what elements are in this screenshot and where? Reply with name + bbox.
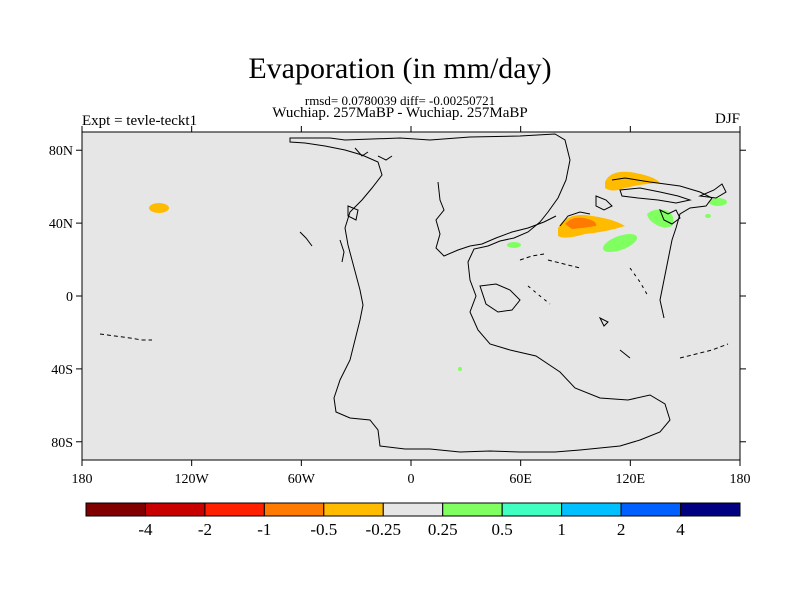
lat-tick-label: 40S [51, 363, 73, 378]
colorbar-label: -1 [257, 520, 271, 539]
lon-tick-label: 120E [616, 472, 646, 487]
coastline-segment [354, 147, 369, 157]
lat-tick-label: 80S [51, 436, 73, 451]
colorbar-label: -4 [138, 520, 153, 539]
colorbar-swatch [501, 502, 563, 517]
coastline-segment [547, 259, 581, 269]
anomaly-region [602, 233, 638, 253]
lon-tick-label: 180 [72, 472, 93, 487]
comparison-subtitle: Wuchiap. 257MaBP - Wuchiap. 257MaBP [272, 105, 528, 121]
colorbar-label: 0.25 [428, 520, 458, 539]
anomaly-region [709, 198, 727, 206]
lon-tick-label: 120W [175, 472, 210, 487]
coastline-segment [559, 211, 591, 227]
colorbar-swatch [85, 502, 146, 517]
colorbar-swatch [204, 502, 265, 517]
lat-tick-label: 40N [49, 217, 73, 232]
colorbar-swatch [561, 502, 622, 517]
experiment-label: Expt = tevle-teckt1 [82, 113, 198, 129]
coastline-segment [347, 205, 359, 221]
latitude-axis: 80N 40N 0 40S 80S [49, 144, 746, 451]
longitude-axis: 180 120W 60W 0 60E 120E 180 [72, 126, 751, 487]
anomaly-region [565, 217, 597, 229]
lon-tick-label: 60W [288, 472, 316, 487]
anomaly-region [458, 367, 462, 371]
pangaea-coastline [289, 133, 671, 453]
colorbar-swatch [620, 502, 682, 517]
colorbar-label: 1 [557, 520, 566, 539]
colorbar-label: 2 [617, 520, 626, 539]
coastline-segment [598, 316, 609, 327]
colorbar-swatch [382, 502, 444, 517]
coastline-segment [619, 349, 631, 359]
coastline-segment [611, 177, 713, 319]
coastline-segment [659, 208, 681, 225]
colorbar-label: 0.5 [492, 520, 513, 539]
lon-tick-label: 180 [730, 472, 751, 487]
colorbar-label: -2 [198, 520, 212, 539]
stats-subtitle: rmsd= 0.0780039 diff= -0.00250721 [304, 93, 496, 108]
map-title: Evaporation (in mm/day) [248, 52, 552, 85]
anomaly-region [647, 209, 674, 228]
colorbar-swatch [442, 502, 503, 517]
coastline-segment [679, 343, 729, 359]
colorbar-swatch [680, 502, 741, 517]
anomaly-region [605, 171, 660, 191]
anomaly-region [507, 242, 521, 248]
lon-tick-label: 60E [509, 472, 532, 487]
colorbar-swatch [263, 502, 325, 517]
colorbar-swatch [323, 502, 384, 517]
lat-tick-label: 80N [49, 144, 73, 159]
coastline-segment [339, 239, 345, 263]
anomaly-layer [149, 171, 727, 371]
coastline-layer [99, 133, 729, 453]
colorbar: -4 -2 -1 -0.5 -0.25 0.25 0.5 1 2 4 [85, 502, 741, 539]
lon-tick-label: 0 [408, 472, 415, 487]
coastline-segment [595, 195, 613, 211]
colorbar-label: -0.5 [310, 520, 337, 539]
coastline-segment [527, 285, 551, 305]
colorbar-label: 4 [676, 520, 685, 539]
colorbar-swatch [144, 502, 206, 517]
season-label: DJF [714, 111, 740, 127]
coastline-segment [99, 333, 152, 341]
anomaly-region [149, 203, 169, 213]
lat-tick-label: 0 [66, 290, 73, 305]
coastline-segment [479, 283, 521, 313]
coastline-segment [619, 187, 692, 204]
coastline-segment [435, 181, 471, 257]
coastline-segment [469, 215, 557, 247]
coastline-segment [377, 155, 393, 161]
anomaly-region [705, 214, 711, 218]
colorbar-label: -0.25 [366, 520, 401, 539]
coastline-segment [698, 183, 727, 199]
coastline-segment [299, 231, 313, 247]
